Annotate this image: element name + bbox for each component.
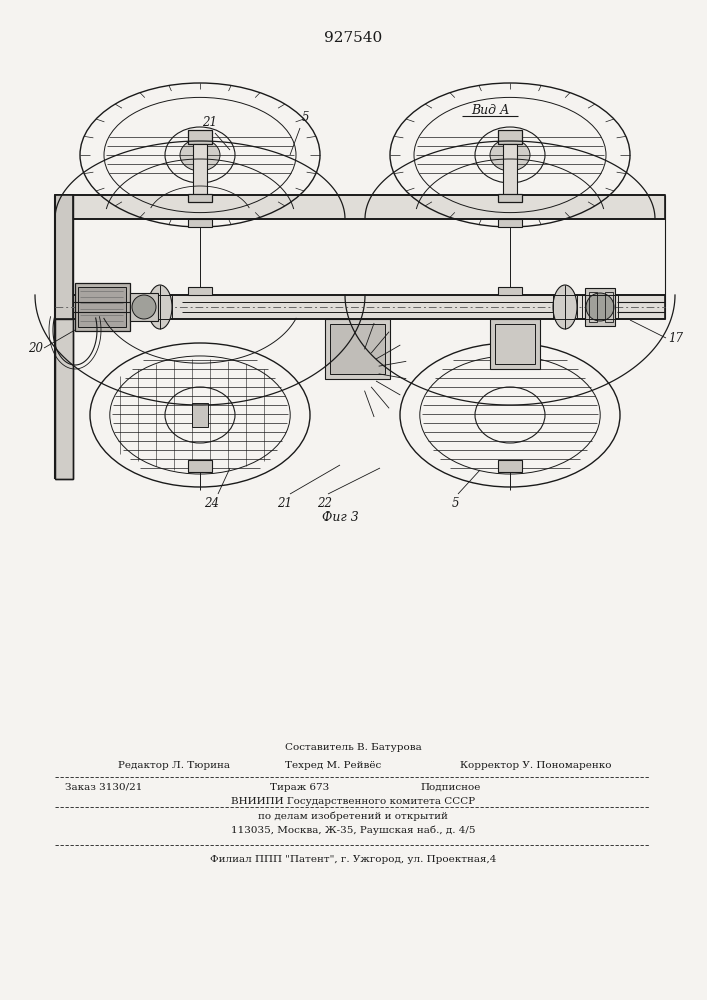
Bar [130,293,158,321]
Bar [188,219,212,227]
Ellipse shape [553,285,577,329]
Text: Редактор Л. Тюрина: Редактор Л. Тюрина [118,760,230,770]
Bar [75,283,130,331]
Bar [498,130,522,144]
Text: 21: 21 [202,116,218,129]
Bar [585,288,615,326]
Text: Корректор У. Пономаренко: Корректор У. Пономаренко [460,760,612,770]
Bar [330,324,385,374]
Bar [188,460,212,472]
Bar [589,292,597,322]
Text: Фиг 3: Фиг 3 [322,511,358,524]
Bar [193,144,207,195]
Text: 17: 17 [668,332,683,344]
Ellipse shape [132,295,156,319]
Text: Вид А: Вид А [471,104,509,116]
Bar [490,319,540,369]
Text: 5: 5 [451,497,459,510]
Bar [605,292,613,322]
Text: 21: 21 [278,497,293,510]
Text: 5: 5 [301,111,309,124]
Text: Тираж 673: Тираж 673 [270,782,329,792]
Text: Филиал ППП "Патент", г. Ужгород, ул. Проектная,4: Филиал ППП "Патент", г. Ужгород, ул. Про… [210,856,496,864]
Bar [495,324,535,364]
Bar [503,144,517,195]
Text: Техред М. Рейвёс: Техред М. Рейвёс [285,760,381,770]
Text: по делам изобретений и открытий: по делам изобретений и открытий [258,811,448,821]
Bar [498,287,522,295]
Text: Заказ 3130/21: Заказ 3130/21 [65,782,142,792]
Ellipse shape [148,285,172,329]
Bar [78,287,126,327]
Bar [498,219,522,227]
Bar [188,194,212,202]
Ellipse shape [180,139,220,171]
Ellipse shape [490,139,530,171]
Bar [498,460,522,472]
Text: Составитель В. Батурова: Составитель В. Батурова [285,744,421,752]
Text: 20: 20 [28,342,43,355]
Bar [188,287,212,295]
Text: 22: 22 [317,497,332,510]
Bar [55,319,73,479]
Bar [325,319,390,379]
Bar [55,195,73,319]
Bar [498,194,522,202]
Bar [188,130,212,144]
Bar [192,403,208,427]
Text: ВНИИПИ Государственного комитета СССР: ВНИИПИ Государственного комитета СССР [231,798,475,806]
Text: 113035, Москва, Ж-35, Раушская наб., д. 4/5: 113035, Москва, Ж-35, Раушская наб., д. … [230,825,475,835]
Text: 927540: 927540 [324,31,382,45]
Ellipse shape [586,293,614,321]
Bar [582,295,618,319]
Text: Подписное: Подписное [420,782,480,792]
Bar [55,295,665,319]
Bar [553,295,577,319]
Bar [148,295,172,319]
Text: 24: 24 [204,497,219,510]
Bar [55,195,665,219]
